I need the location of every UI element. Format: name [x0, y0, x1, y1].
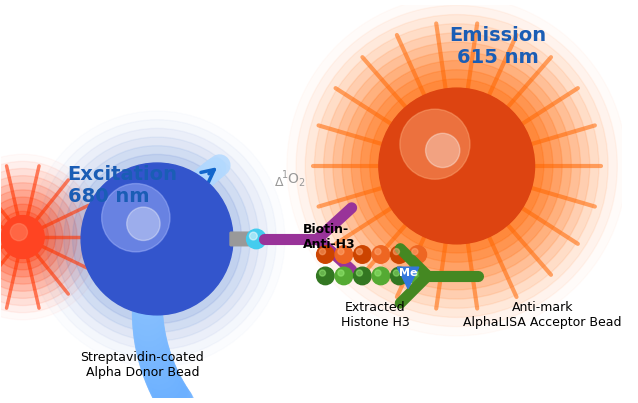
Circle shape: [353, 246, 371, 263]
Text: Biotin-
Anti-H3: Biotin- Anti-H3: [303, 223, 355, 251]
Text: Me: Me: [399, 268, 417, 278]
Circle shape: [249, 232, 257, 240]
Circle shape: [375, 249, 381, 255]
Circle shape: [412, 270, 418, 276]
Circle shape: [393, 270, 399, 276]
Circle shape: [335, 267, 353, 285]
Circle shape: [0, 176, 84, 298]
Circle shape: [426, 133, 460, 168]
Circle shape: [246, 229, 266, 249]
Circle shape: [320, 249, 325, 255]
Text: $^{1}$O$_{2}$: $^{1}$O$_{2}$: [281, 168, 306, 189]
Circle shape: [73, 154, 242, 324]
Text: Anti-mark
AlphaLISA Acceptor Bead: Anti-mark AlphaLISA Acceptor Bead: [463, 301, 621, 329]
Text: Excitation
680 nm: Excitation 680 nm: [68, 165, 177, 206]
Circle shape: [0, 211, 48, 263]
Circle shape: [320, 270, 325, 276]
Circle shape: [360, 70, 553, 262]
Polygon shape: [397, 267, 419, 289]
Circle shape: [357, 249, 362, 255]
Circle shape: [64, 146, 250, 332]
Circle shape: [81, 163, 233, 315]
Circle shape: [400, 109, 470, 179]
Circle shape: [412, 249, 418, 255]
Circle shape: [0, 197, 63, 277]
Circle shape: [0, 204, 56, 270]
Circle shape: [390, 246, 408, 263]
Circle shape: [0, 190, 70, 284]
Text: Emission
615 nm: Emission 615 nm: [449, 26, 546, 67]
Circle shape: [390, 267, 408, 285]
Text: $\Delta$: $\Delta$: [274, 176, 285, 189]
FancyBboxPatch shape: [230, 232, 249, 246]
Circle shape: [379, 88, 535, 244]
Circle shape: [352, 60, 562, 271]
Circle shape: [393, 249, 399, 255]
Circle shape: [375, 270, 381, 276]
Circle shape: [0, 183, 77, 291]
Circle shape: [369, 79, 544, 253]
Circle shape: [1, 216, 44, 258]
Circle shape: [353, 267, 371, 285]
Circle shape: [81, 163, 233, 315]
Circle shape: [409, 246, 427, 263]
Circle shape: [316, 246, 334, 263]
Circle shape: [338, 270, 344, 276]
Circle shape: [372, 267, 390, 285]
Circle shape: [335, 246, 353, 263]
Circle shape: [0, 168, 91, 305]
Circle shape: [379, 88, 535, 244]
Text: Streptavidin-coated
Alpha Donor Bead: Streptavidin-coated Alpha Donor Bead: [80, 351, 204, 380]
Circle shape: [55, 137, 259, 341]
Circle shape: [316, 267, 334, 285]
Circle shape: [101, 183, 170, 252]
Circle shape: [342, 51, 571, 280]
Circle shape: [306, 15, 608, 318]
Circle shape: [333, 42, 581, 290]
Text: Extracted
Histone H3: Extracted Histone H3: [341, 301, 410, 329]
Circle shape: [315, 24, 599, 308]
Circle shape: [409, 267, 427, 285]
Circle shape: [323, 33, 590, 299]
Circle shape: [372, 246, 390, 263]
Circle shape: [127, 207, 160, 241]
Circle shape: [10, 224, 27, 241]
Circle shape: [357, 270, 362, 276]
Circle shape: [338, 249, 344, 255]
